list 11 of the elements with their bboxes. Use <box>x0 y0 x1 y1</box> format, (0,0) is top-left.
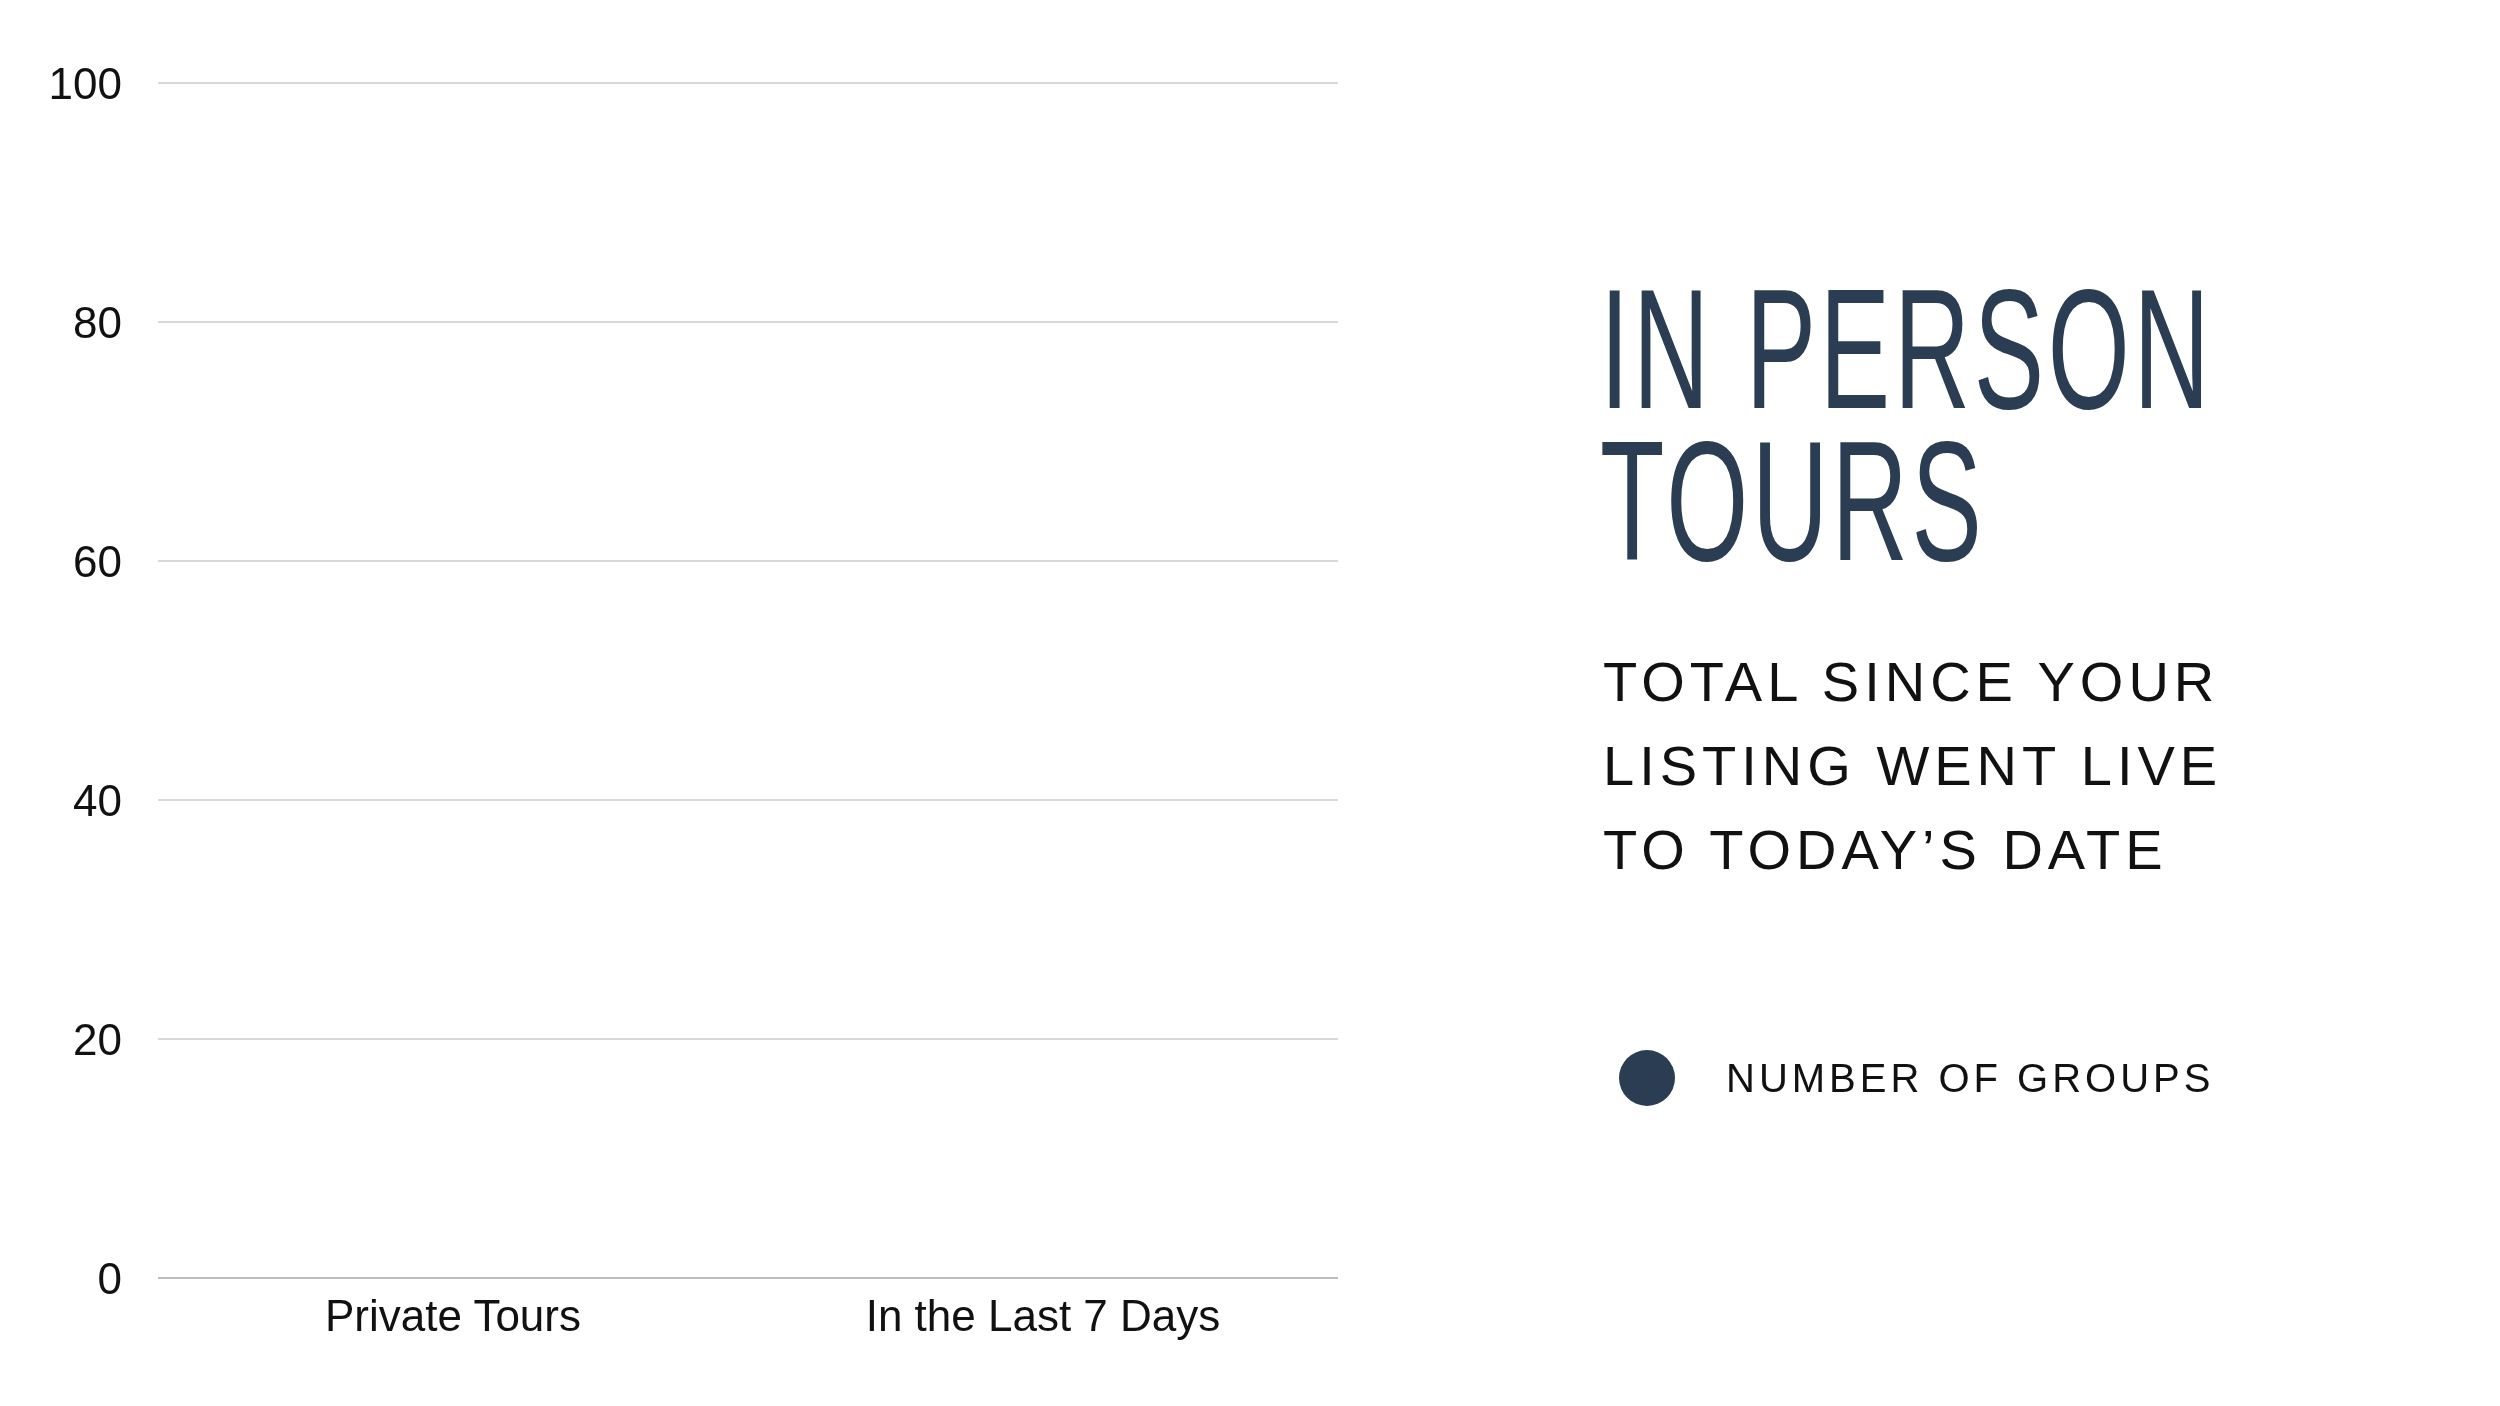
y-tick-label: 0 <box>97 1253 122 1303</box>
y-tick-label: 80 <box>73 297 122 347</box>
legend-label: NUMBER OF GROUPS <box>1726 1055 2215 1101</box>
text: IN PERSON TOURS <box>1600 254 2214 596</box>
text: TOTAL SINCE YOUR LISTING WENT LIVE TO TODAY’S DATE <box>1603 649 2224 883</box>
y-tick-label: 100 <box>48 58 122 108</box>
y-tick-label: 20 <box>73 1014 122 1064</box>
y-tick-label: 60 <box>73 536 122 586</box>
y-tick-label: 40 <box>73 775 122 825</box>
x-tick-label: In the Last 7 Days <box>865 1291 1221 1341</box>
x-tick-label: Private Tours <box>325 1291 581 1341</box>
